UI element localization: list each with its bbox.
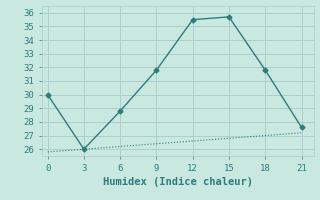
X-axis label: Humidex (Indice chaleur): Humidex (Indice chaleur) (103, 177, 252, 187)
